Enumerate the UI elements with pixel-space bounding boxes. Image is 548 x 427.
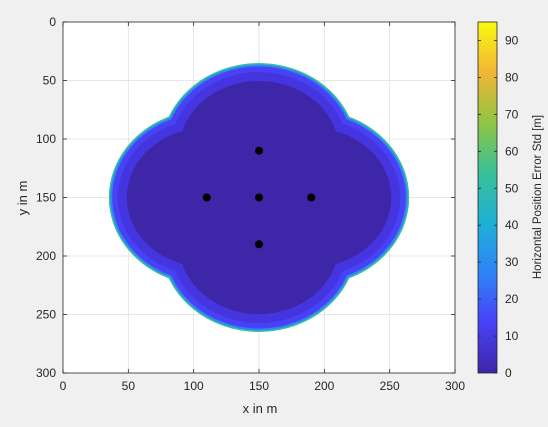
colorbar-tick-label: 70 (505, 107, 519, 121)
anchor-point (255, 240, 263, 249)
y-tick-labels: 0 50 100 150 200 250 300 (36, 15, 56, 380)
y-tick-label: 300 (36, 366, 56, 380)
coverage-region (108, 62, 410, 333)
x-tick-label: 100 (184, 379, 204, 393)
y-tick-label: 250 (36, 308, 56, 322)
colorbar-tick-label: 20 (505, 292, 519, 306)
x-tick-label: 250 (380, 379, 400, 393)
colorbar-tick-label: 10 (505, 329, 519, 343)
anchor-point (255, 193, 263, 202)
axes (62, 21, 456, 374)
y-tick-label: 200 (36, 249, 56, 263)
colorbar-tick-label: 50 (505, 181, 519, 195)
y-tick-label: 150 (36, 191, 56, 205)
colorbar-tick-label: 90 (505, 33, 519, 47)
colorbar-tick-label: 40 (505, 218, 519, 232)
colorbar (477, 21, 498, 374)
x-tick-labels: 0 50 100 150 200 250 300 (60, 379, 466, 393)
y-tick-label: 100 (36, 132, 56, 146)
y-tick-label: 0 (49, 15, 56, 29)
anchor-point (307, 193, 316, 202)
colorbar-label: Horizontal Position Error Std [m] (532, 115, 544, 279)
anchor-point (202, 193, 211, 202)
colorbar-tick-label: 30 (505, 255, 519, 269)
colorbar-tick-label: 0 (505, 366, 512, 380)
y-tick-label: 50 (43, 74, 57, 88)
x-tick-label: 50 (122, 379, 136, 393)
x-tick-label: 300 (445, 379, 465, 393)
colorbar-ticks: 0 10 20 30 40 50 60 70 80 90 (478, 33, 519, 380)
x-tick-label: 0 (60, 379, 67, 393)
colorbar-tick-label: 80 (505, 70, 519, 84)
anchor-point (255, 146, 263, 155)
x-axis-label: x in m (243, 401, 278, 416)
anchor-markers (202, 146, 316, 249)
colorbar-tick-label: 60 (505, 144, 519, 158)
y-axis-label: y in m (15, 181, 30, 216)
coverage-heatmap (108, 62, 410, 333)
x-tick-label: 150 (249, 379, 269, 393)
x-tick-label: 200 (314, 379, 334, 393)
